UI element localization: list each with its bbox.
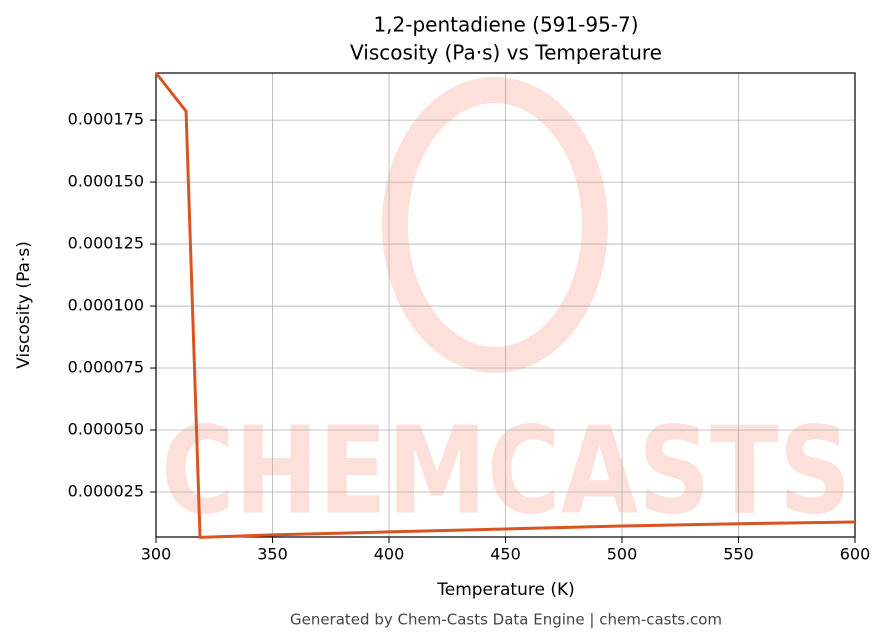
y-tick-label: 0.000050	[68, 420, 144, 439]
footer: Generated by Chem-Casts Data Engine | ch…	[290, 611, 722, 629]
x-tick-label: 500	[607, 545, 638, 564]
y-tick-label: 0.000075	[68, 358, 144, 377]
y-tick-label: 0.000125	[68, 234, 144, 253]
watermark-logo	[382, 77, 608, 373]
y-tick-label: 0.000100	[68, 296, 144, 315]
y-tick-label: 0.000025	[68, 482, 144, 501]
y-tick-label: 0.000175	[68, 110, 144, 129]
x-tick-label: 350	[257, 545, 288, 564]
y-axis-label: Viscosity (Pa·s)	[14, 241, 34, 369]
plot-area: CHEMCASTS	[161, 77, 851, 542]
chart-subtitle: Viscosity (Pa·s) vs Temperature	[350, 41, 662, 65]
chart-title: 1,2-pentadiene (591-95-7)	[373, 13, 638, 37]
plot-frame	[155, 72, 856, 538]
data-line	[154, 72, 856, 539]
x-tick-label: 600	[840, 545, 871, 564]
x-tick-label: 450	[490, 545, 521, 564]
x-tick-label: 400	[374, 545, 405, 564]
x-tick-label: 300	[141, 545, 172, 564]
watermark: CHEMCASTS	[161, 403, 851, 542]
x-axis-label: Temperature (K)	[436, 580, 575, 600]
y-tick-label: 0.000150	[68, 172, 144, 191]
x-tick-label: 550	[723, 545, 754, 564]
